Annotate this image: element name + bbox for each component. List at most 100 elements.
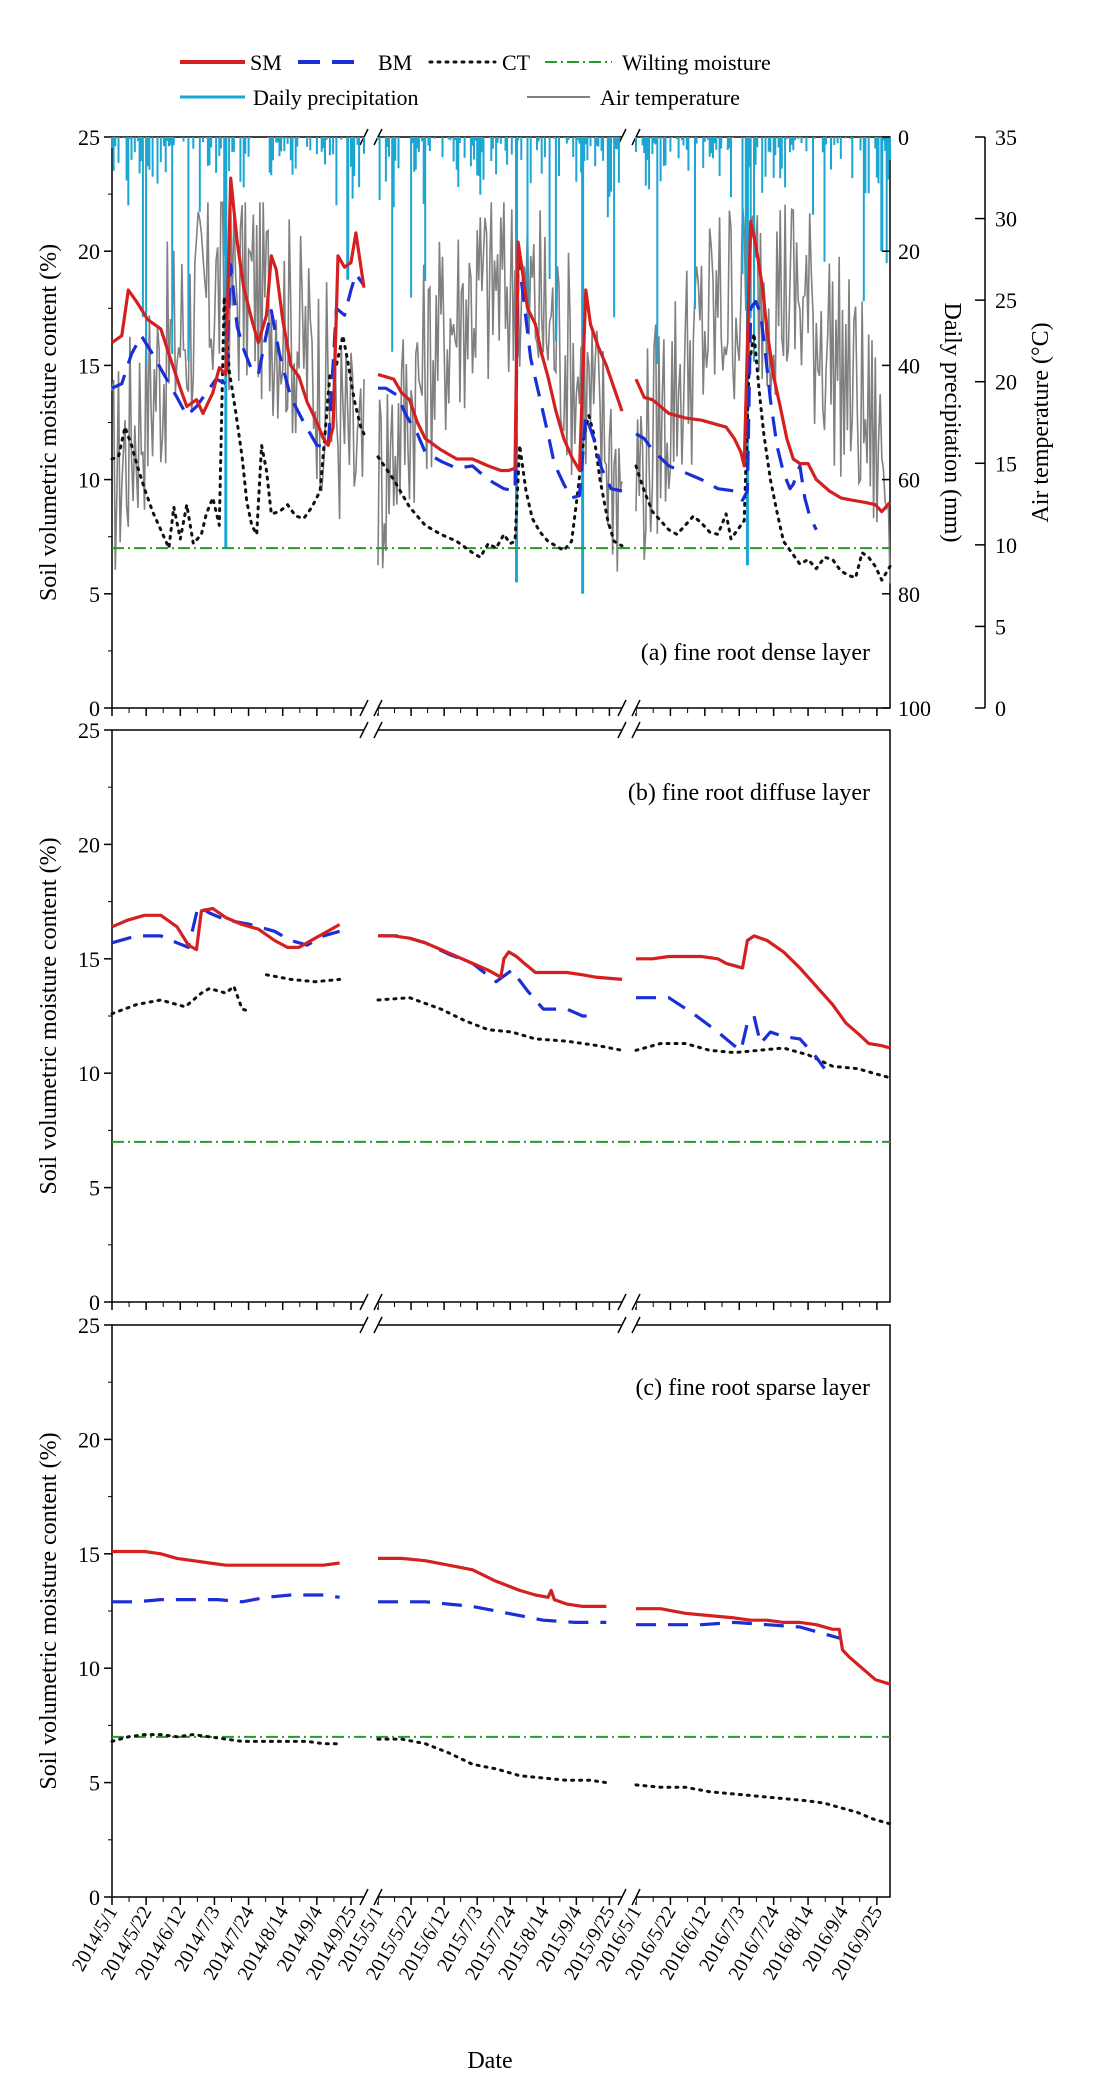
axis-break-slash bbox=[617, 721, 627, 739]
temp-tick-label: 15 bbox=[995, 451, 1017, 476]
axis-break-slash bbox=[359, 1316, 369, 1334]
axis-break-slash bbox=[617, 699, 627, 717]
panel-2: 0 5 10 15 20 25 Soil volumetric moisture conte… bbox=[36, 718, 892, 1315]
series-ct-line bbox=[376, 996, 624, 1052]
y-tick-label: 15 bbox=[78, 947, 100, 972]
axis-break-gap bbox=[622, 1320, 636, 1330]
precip-tick-label: 60 bbox=[898, 468, 920, 493]
axis-break-slash bbox=[631, 1888, 641, 1906]
series-sm-line bbox=[111, 176, 366, 447]
y-tick-label: 5 bbox=[89, 1771, 100, 1796]
axis-break-gap bbox=[622, 725, 636, 735]
temp-tick-label: 10 bbox=[995, 533, 1017, 558]
y-tick-label: 15 bbox=[78, 353, 100, 378]
y-axis-title: Soil volumetric moisture content (%) bbox=[36, 244, 62, 601]
legend-label-sm: SM bbox=[250, 50, 282, 75]
axis-break-gap bbox=[364, 132, 378, 142]
axis-break-gap bbox=[364, 1297, 378, 1307]
legend-entry-sm: SM bbox=[180, 50, 282, 75]
precip-tick-label: 100 bbox=[898, 696, 931, 721]
y-tick-label: 10 bbox=[78, 468, 100, 493]
legend-label-bm: BM bbox=[378, 50, 412, 75]
axis-break-slash bbox=[373, 721, 383, 739]
y-tick-label: 20 bbox=[78, 1427, 100, 1452]
temp-tick-label: 20 bbox=[995, 370, 1017, 395]
series-bm-line bbox=[378, 1600, 607, 1625]
legend-entry-bm: BM bbox=[298, 50, 412, 75]
series-ct-line bbox=[110, 984, 252, 1016]
precipitation-bars bbox=[111, 137, 365, 365]
precip-tick-label: 20 bbox=[898, 239, 920, 264]
y-tick-label: 10 bbox=[78, 1656, 100, 1681]
precip-axis-title: Daily precipitation (mm) bbox=[939, 303, 965, 543]
precip-tick-label: 40 bbox=[898, 353, 920, 378]
series-sm-line bbox=[636, 934, 891, 1050]
y-tick-label: 5 bbox=[89, 1176, 100, 1201]
series-bm-line bbox=[635, 299, 818, 531]
legend-entry-ct: CT bbox=[428, 50, 531, 75]
series-sm-line bbox=[377, 240, 624, 473]
precipitation-bars bbox=[377, 137, 623, 352]
legend-entry-temperature: Air temperature bbox=[527, 85, 740, 110]
axis-break-slash bbox=[359, 699, 369, 717]
axis-break-slash bbox=[359, 1888, 369, 1906]
axis-break-gap bbox=[364, 703, 378, 713]
series-bm-line bbox=[112, 1593, 340, 1604]
axis-break-gap bbox=[622, 1892, 636, 1902]
y-tick-label: 5 bbox=[89, 582, 100, 607]
panel-title: (b) fine root diffuse layer bbox=[628, 780, 870, 806]
axis-break-slash bbox=[631, 1316, 641, 1334]
temp-tick-label: 35 bbox=[995, 125, 1017, 150]
series-bm-line bbox=[636, 996, 826, 1070]
y-tick-label: 0 bbox=[89, 696, 100, 721]
panel-title: (c) fine root sparse layer bbox=[635, 1375, 870, 1401]
y-axis-title: Soil volumetric moisture content (%) bbox=[36, 837, 62, 1194]
series-bm-line bbox=[378, 254, 623, 500]
axis-break-slash bbox=[373, 1316, 383, 1334]
series-ct-line bbox=[110, 295, 366, 550]
series-ct-line bbox=[634, 1783, 892, 1826]
series-ct-line bbox=[376, 414, 624, 559]
legend: SM BM CT Wilting moisture Daily precipit… bbox=[180, 50, 771, 110]
series-ct-line bbox=[634, 1042, 892, 1080]
series-sm-line bbox=[636, 1607, 891, 1686]
series-sm-line bbox=[378, 934, 623, 981]
legend-entry-wilting: Wilting moisture bbox=[545, 50, 771, 75]
axis-break-slash bbox=[631, 721, 641, 739]
legend-label-ct: CT bbox=[502, 50, 531, 75]
y-tick-label: 25 bbox=[78, 718, 100, 743]
temp-axis-title: Air temperature (°C) bbox=[1028, 322, 1054, 522]
panel-title: (a) fine root dense layer bbox=[641, 640, 870, 666]
series-bm-line bbox=[111, 263, 366, 450]
series-ct-line bbox=[110, 1733, 342, 1746]
panel-3: 0 5 10 15 20 25 Soil volumetric moisture conte… bbox=[36, 1313, 892, 1910]
axis-break-slash bbox=[631, 1293, 641, 1311]
temp-tick-label: 0 bbox=[995, 696, 1006, 721]
y-tick-label: 25 bbox=[78, 125, 100, 150]
y-tick-label: 20 bbox=[78, 239, 100, 264]
axis-break-slash bbox=[617, 1888, 627, 1906]
axis-break-gap bbox=[622, 1297, 636, 1307]
series-sm-line bbox=[378, 1556, 607, 1609]
axis-break-slash bbox=[373, 1888, 383, 1906]
axis-break-gap bbox=[622, 703, 636, 713]
temp-tick-label: 30 bbox=[995, 207, 1017, 232]
y-tick-label: 25 bbox=[78, 1313, 100, 1338]
axis-break-slash bbox=[617, 1293, 627, 1311]
axis-break-gap bbox=[364, 1320, 378, 1330]
temp-tick-label: 25 bbox=[995, 288, 1017, 313]
axis-break-slash bbox=[631, 699, 641, 717]
y-tick-label: 15 bbox=[78, 1542, 100, 1567]
legend-entry-precipitation: Daily precipitation bbox=[180, 85, 419, 110]
axis-break-gap bbox=[364, 725, 378, 735]
y-tick-label: 0 bbox=[89, 1290, 100, 1315]
axis-break-slash bbox=[617, 1316, 627, 1334]
series-bm-line bbox=[636, 1620, 842, 1641]
x-axis-title: Date bbox=[467, 2048, 512, 2074]
y-tick-label: 10 bbox=[78, 1061, 100, 1086]
axis-break-slash bbox=[359, 1293, 369, 1311]
series-sm-line bbox=[112, 1549, 340, 1567]
axis-break-slash bbox=[359, 721, 369, 739]
axis-break-gap bbox=[622, 132, 636, 142]
